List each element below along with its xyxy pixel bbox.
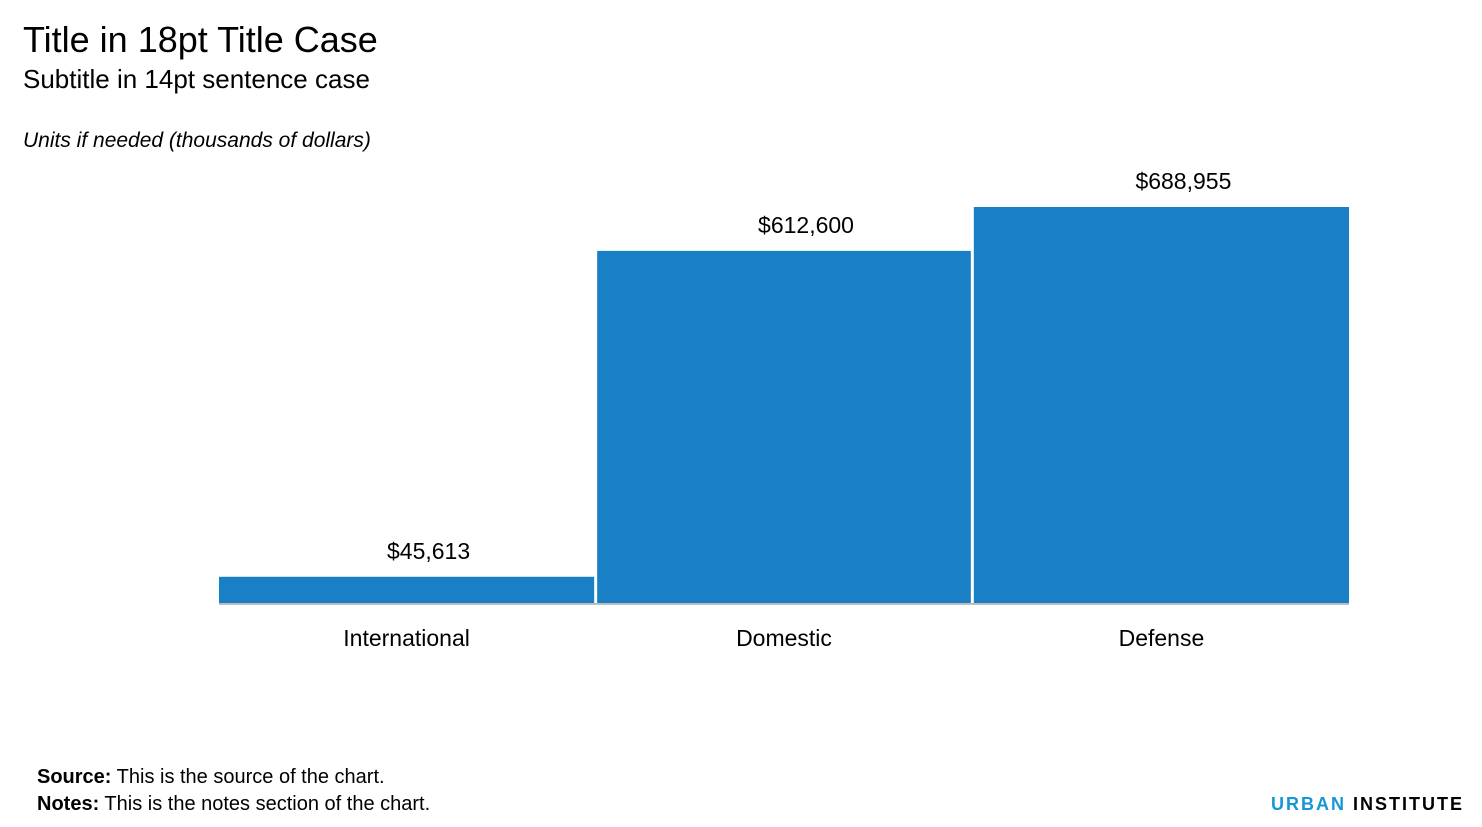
- bar-domestic: [597, 250, 971, 603]
- data-label-international: $45,613: [387, 538, 470, 564]
- bar-international: [219, 576, 595, 603]
- urban-institute-logo: URBAN INSTITUTE: [1271, 794, 1464, 815]
- logo-institute: INSTITUTE: [1346, 794, 1464, 814]
- data-label-domestic: $612,600: [758, 212, 854, 238]
- x-tick-label-defense: Defense: [1119, 625, 1205, 651]
- bar-defense: [973, 207, 1349, 603]
- chart-title: Title in 18pt Title Case: [23, 19, 378, 60]
- source-label: Source:: [37, 766, 112, 788]
- x-tick-label-domestic: Domestic: [736, 625, 832, 651]
- notes-text: This is the notes section of the chart.: [99, 793, 431, 815]
- x-tick-label-international: International: [343, 625, 470, 651]
- notes-label: Notes:: [37, 793, 100, 815]
- notes-note: Notes: This is the notes section of the …: [37, 792, 430, 816]
- source-text: This is the source of the chart.: [111, 766, 385, 788]
- bar-chart: $45,613 International $612,600 Domestic $688…: [219, 168, 1349, 651]
- source-note: Source: This is the source of the chart.: [37, 765, 385, 789]
- logo-urban: URBAN: [1271, 794, 1346, 814]
- units-label: Units if needed (thousands of dollars): [23, 129, 371, 152]
- chart-subtitle: Subtitle in 14pt sentence case: [23, 64, 370, 94]
- data-label-defense: $688,955: [1135, 168, 1231, 194]
